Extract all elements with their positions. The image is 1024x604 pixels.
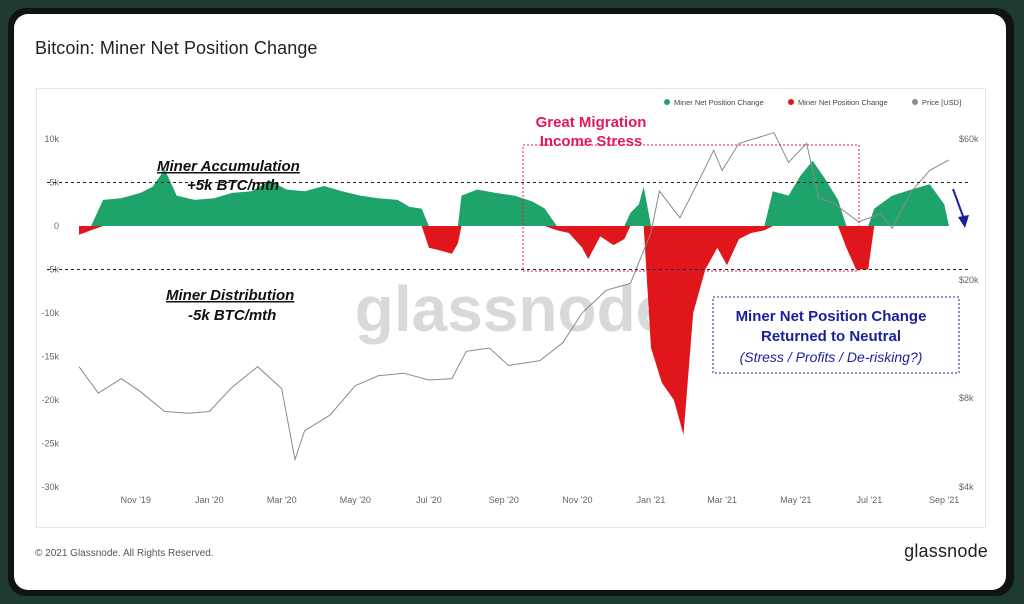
annotation-distribution-title: Miner Distribution — [166, 287, 294, 304]
positive-area-series — [79, 160, 949, 226]
annotation-distribution-value: -5k BTC/mth — [188, 307, 276, 324]
annotation-accumulation-value: +5k BTC/mth — [187, 177, 279, 194]
x-tick-label: Jan '21 — [637, 495, 666, 505]
x-tick-label: Jul '20 — [416, 495, 442, 505]
left-tick-label: -15k — [41, 352, 59, 362]
watermark: glassnode — [355, 273, 672, 345]
legend-label: Miner Net Position Change — [674, 98, 764, 107]
legend-item: Miner Net Position Change — [664, 98, 764, 107]
legend-item: Price [USD] — [912, 98, 961, 107]
x-tick-label: Jan '20 — [195, 495, 224, 505]
x-tick-label: Nov '19 — [121, 495, 151, 505]
legend-item: Miner Net Position Change — [788, 98, 888, 107]
x-tick-label: Mar '20 — [267, 495, 297, 505]
x-tick-label: Sep '20 — [489, 495, 519, 505]
neutral-box — [712, 296, 960, 374]
legend: Miner Net Position Change Miner Net Posit… — [664, 98, 961, 107]
chart-title: Bitcoin: Miner Net Position Change — [35, 38, 318, 58]
x-tick-label: Sep '21 — [929, 495, 959, 505]
left-tick-label: -25k — [41, 439, 59, 449]
chart-card: Bitcoin: Miner Net Position Change glass… — [14, 14, 1006, 590]
right-tick-label: $4k — [959, 482, 974, 492]
right-tick-label: $8k — [959, 393, 974, 403]
annotation-migration-line1: Great Migration — [536, 114, 647, 131]
neutral-arrow — [952, 188, 965, 220]
annotation-neutral-line2: Returned to Neutral — [761, 328, 901, 345]
migration-box — [522, 144, 860, 272]
annotation-migration-line2: Income Stress — [540, 133, 643, 150]
x-tick-label: Jul '21 — [856, 495, 882, 505]
legend-swatch — [664, 99, 670, 105]
x-tick-label: Mar '21 — [707, 495, 737, 505]
annotation-neutral-line1: Miner Net Position Change — [736, 308, 927, 325]
legend-label: Price [USD] — [922, 98, 961, 107]
left-tick-label: -30k — [41, 482, 59, 492]
x-tick-label: Nov '20 — [562, 495, 592, 505]
legend-swatch — [788, 99, 794, 105]
left-tick-label: -20k — [41, 395, 59, 405]
left-tick-label: 10k — [44, 134, 59, 144]
chart-svg: glassnode Miner Net Position Change Miner… — [41, 98, 979, 505]
x-tick-label: May '20 — [340, 495, 371, 505]
right-tick-label: $60k — [959, 134, 979, 144]
annotation-accumulation-title: Miner Accumulation — [157, 158, 300, 175]
x-tick-label: May '21 — [780, 495, 811, 505]
price-line-series — [78, 132, 950, 462]
neutral-arrow-head — [958, 215, 969, 228]
left-tick-label: 0 — [54, 221, 59, 231]
legend-label: Miner Net Position Change — [798, 98, 888, 107]
right-axis-ticks: $60k $20k $8k $4k — [959, 134, 979, 492]
left-tick-label: -10k — [41, 308, 59, 318]
copyright-text: © 2021 Glassnode. All Rights Reserved. — [35, 548, 214, 559]
right-tick-label: $20k — [959, 275, 979, 285]
annotation-neutral-line3: (Stress / Profits / De-risking?) — [740, 349, 923, 365]
brand-logo: glassnode — [904, 541, 988, 561]
left-tick-label: -5k — [46, 265, 59, 275]
x-axis-ticks: Nov '19 Jan '20 Mar '20 May '20 Jul '20 Sep '… — [121, 495, 960, 505]
negative-area-series — [79, 226, 949, 435]
legend-swatch — [912, 99, 918, 105]
plot-panel: glassnode Miner Net Position Change Miner… — [36, 88, 986, 528]
